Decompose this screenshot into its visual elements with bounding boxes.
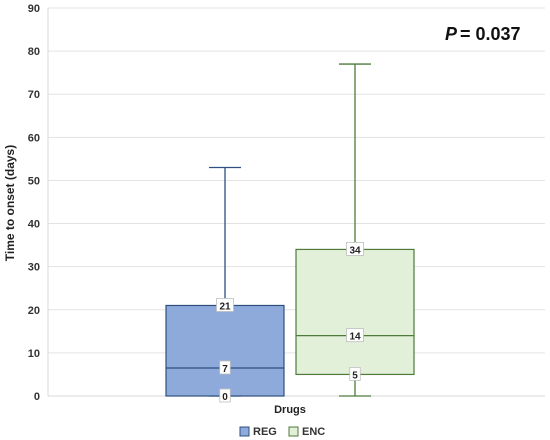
data-label-box [346, 328, 364, 343]
legend-label-reg: REG [253, 426, 277, 438]
box-enc: 34 14 5 [295, 63, 415, 397]
p-value-text: = 0.037 [460, 24, 521, 44]
legend-swatch-reg [239, 426, 250, 437]
data-label-q3: 34 [349, 245, 361, 256]
y-tick-label: 70 [28, 89, 40, 101]
y-tick-label: 50 [28, 175, 40, 187]
y-tick-label: 10 [28, 348, 40, 360]
legend-label-enc: ENC [302, 426, 325, 438]
data-label-box [216, 298, 234, 312]
gridlines [48, 7, 545, 397]
y-tick-label: 20 [28, 305, 40, 317]
y-tick-label: 80 [28, 46, 40, 58]
y-tick-label: 90 [28, 3, 40, 15]
legend-swatch-enc [288, 426, 299, 437]
data-label-median: 7 [222, 364, 228, 375]
p-value-annotation: P = 0.037 [445, 24, 521, 44]
legend: REG ENC [239, 426, 325, 438]
y-tick-label: 60 [28, 132, 40, 144]
y-tick-label: 40 [28, 219, 40, 231]
data-label-box [219, 360, 231, 375]
y-tick-label: 30 [28, 262, 40, 274]
iqr-box [295, 248, 415, 376]
y-axis-label: Time to onset (days) [3, 145, 17, 261]
data-label-box [349, 367, 361, 381]
y-tick-label: 0 [34, 391, 40, 403]
data-label-q1: 5 [352, 370, 358, 381]
data-label-median: 14 [349, 332, 361, 343]
data-label-box [219, 388, 231, 403]
box-reg: 21 7 0 [165, 166, 285, 403]
p-value-symbol: P [445, 24, 458, 44]
data-label-box [346, 242, 364, 256]
data-label-q1: 0 [222, 392, 228, 403]
iqr-box [165, 304, 285, 397]
y-axis-ticks: 0 10 20 30 40 50 60 70 80 90 [28, 3, 40, 403]
boxplots: 21 7 0 34 14 5 [165, 63, 415, 403]
x-axis-label: Drugs [274, 404, 306, 416]
data-label-q3: 21 [219, 301, 231, 312]
